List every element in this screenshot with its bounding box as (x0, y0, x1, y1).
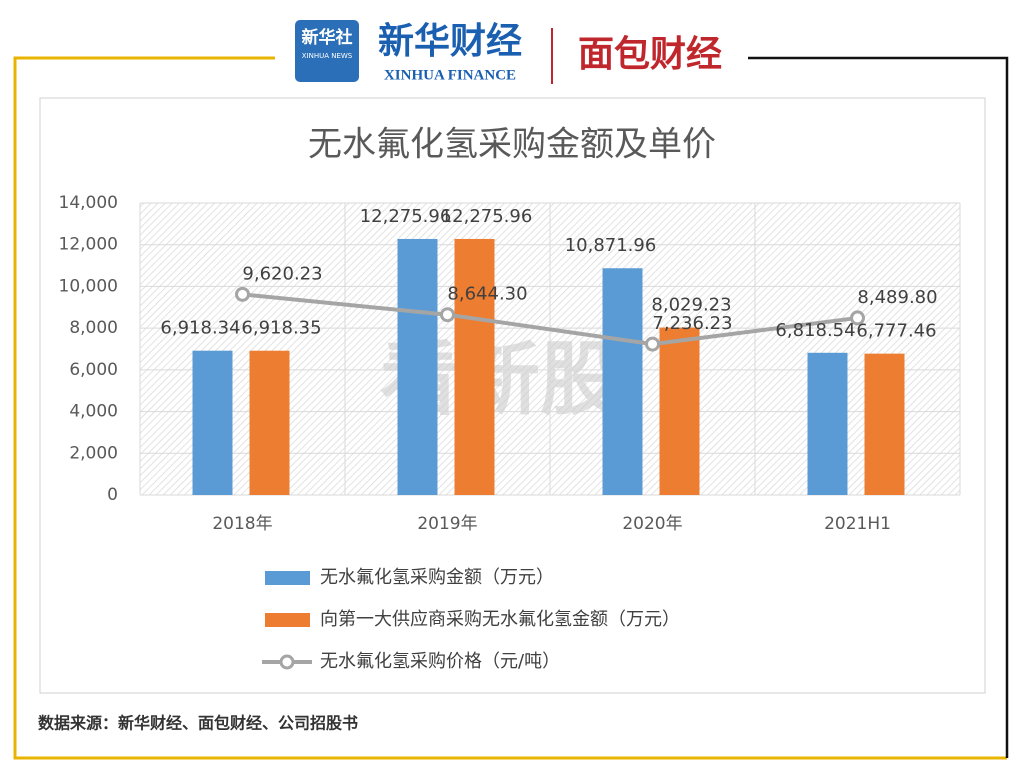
data-label: 6,818.54 (775, 320, 855, 341)
legend-label: 无水氟化氢采购价格（元/吨） (320, 651, 560, 672)
frame-dark (748, 56, 1009, 758)
data-label: 10,871.96 (565, 235, 657, 256)
y-tick-label: 12,000 (59, 235, 118, 255)
finance-logo-en: XINHUA FINANCE (384, 67, 516, 83)
xinhua-logo-en: XINHUA NEWS (302, 52, 353, 60)
legend-marker (279, 654, 295, 670)
data-label: 6,777.46 (856, 321, 936, 342)
legend-label: 无水氟化氢采购金额（万元） (320, 567, 554, 588)
xinhua-logo-box (295, 20, 359, 82)
price-line (242, 292, 858, 347)
data-label: 6,918.35 (241, 318, 321, 339)
bar (602, 268, 643, 495)
chart-title: 无水氟化氢采购金额及单价 (308, 125, 716, 165)
data-label: 6,918.34 (160, 318, 240, 339)
y-tick-label: 14,000 (59, 193, 118, 213)
bar (659, 327, 700, 495)
y-tick-label: 8,000 (69, 318, 118, 338)
bar (807, 352, 848, 495)
x-tick-label: 2018年 (212, 514, 272, 534)
x-tick-label: 2021H1 (824, 514, 891, 534)
data-label: 8,029.23 (651, 295, 731, 316)
bar (397, 238, 438, 495)
data-label: 8,489.80 (857, 287, 937, 308)
finance-logo: 新华财经 (378, 20, 522, 62)
line-point (235, 286, 250, 302)
y-tick-label: 4,000 (69, 402, 118, 422)
y-tick-label: 6,000 (69, 360, 118, 380)
line-point (850, 310, 865, 326)
line-point (645, 336, 660, 352)
legend-label: 向第一大供应商采购无水氟化氢金额（万元） (320, 609, 680, 630)
x-tick-label: 2019年 (417, 514, 477, 534)
bar (454, 238, 495, 495)
legend-swatch (265, 571, 310, 585)
bar (864, 353, 905, 495)
bar (249, 350, 290, 495)
x-tick-label: 2020年 (622, 514, 682, 534)
y-tick-label: 2,000 (69, 443, 118, 463)
y-tick-label: 0 (107, 485, 118, 505)
data-label: 7,236.23 (652, 313, 732, 334)
legend-swatch (265, 613, 310, 627)
xinhua-logo: 新华社 (302, 27, 353, 48)
bar (192, 350, 233, 495)
data-label: 8,644.30 (447, 284, 527, 305)
marks: 0 2,000 4,000 6,000 8,000 10,000 12,000 14,000 2… (59, 193, 961, 672)
mianbao-logo: 面包财经 (578, 34, 722, 75)
y-tick-label: 10,000 (59, 276, 118, 296)
frame-gold (13, 56, 1007, 760)
source: 数据来源：新华财经、面包财经、公司招股书 (38, 714, 358, 733)
data-label: 12,275.96 (441, 206, 533, 227)
line-point (440, 307, 455, 323)
data-label: 12,275.96 (360, 206, 452, 227)
data-label: 9,620.23 (242, 263, 322, 284)
